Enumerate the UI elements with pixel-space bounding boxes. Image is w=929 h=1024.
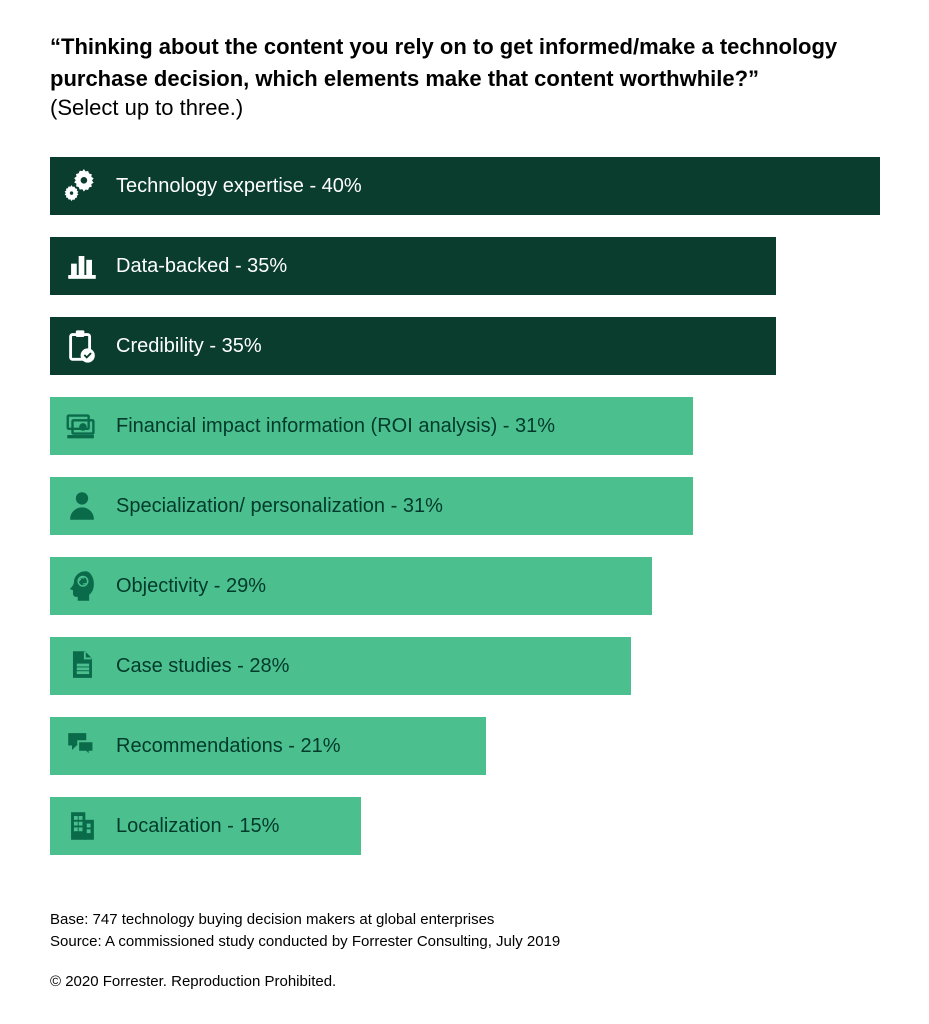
bar-row: Technology expertise - 40% xyxy=(50,157,879,215)
bar-label: Objectivity - 29% xyxy=(116,575,266,598)
bar: Localization - 15% xyxy=(50,797,361,855)
clipboard-icon xyxy=(62,326,102,366)
document-icon xyxy=(62,646,102,686)
gears-icon xyxy=(62,166,102,206)
bar: Specialization/ personalization - 31% xyxy=(50,477,693,535)
brain-head-icon xyxy=(62,566,102,606)
bar-list: Technology expertise - 40% Data-backed -… xyxy=(50,157,879,855)
bar-row: Credibility - 35% xyxy=(50,317,879,375)
bar-row: Recommendations - 21% xyxy=(50,717,879,775)
bar-row: Objectivity - 29% xyxy=(50,557,879,615)
chart-container: “Thinking about the content you rely on … xyxy=(0,0,929,1013)
bar-row: Case studies - 28% xyxy=(50,637,879,695)
bar-label: Data-backed - 35% xyxy=(116,255,287,278)
bar-row: Localization - 15% xyxy=(50,797,879,855)
bar-label: Localization - 15% xyxy=(116,815,279,838)
chart-footer: Base: 747 technology buying decision mak… xyxy=(50,909,879,992)
bar-row: Financial impact information (ROI analys… xyxy=(50,397,879,455)
bar-chart-icon xyxy=(62,246,102,286)
bar-label: Technology expertise - 40% xyxy=(116,175,362,198)
bar-row: Data-backed - 35% xyxy=(50,237,879,295)
footer-copyright: © 2020 Forrester. Reproduction Prohibite… xyxy=(50,971,879,993)
bar-row: Specialization/ personalization - 31% xyxy=(50,477,879,535)
title-line-2: purchase decision, which elements make t… xyxy=(50,64,879,94)
bar: Credibility - 35% xyxy=(50,317,776,375)
bar-label: Financial impact information (ROI analys… xyxy=(116,415,555,438)
money-icon xyxy=(62,406,102,446)
footer-base: Base: 747 technology buying decision mak… xyxy=(50,909,879,931)
bar: Case studies - 28% xyxy=(50,637,631,695)
bar-label: Recommendations - 21% xyxy=(116,735,341,758)
title-line-1: “Thinking about the content you rely on … xyxy=(50,32,879,62)
bar-label: Specialization/ personalization - 31% xyxy=(116,495,443,518)
bar: Recommendations - 21% xyxy=(50,717,486,775)
bar: Data-backed - 35% xyxy=(50,237,776,295)
bar: Technology expertise - 40% xyxy=(50,157,880,215)
bar-label: Case studies - 28% xyxy=(116,655,289,678)
person-icon xyxy=(62,486,102,526)
building-icon xyxy=(62,806,102,846)
bar: Objectivity - 29% xyxy=(50,557,652,615)
chatboxes-icon xyxy=(62,726,102,766)
bar: Financial impact information (ROI analys… xyxy=(50,397,693,455)
footer-source: Source: A commissioned study conducted b… xyxy=(50,931,879,953)
chart-title: “Thinking about the content you rely on … xyxy=(50,32,879,121)
chart-subtitle: (Select up to three.) xyxy=(50,95,879,121)
bar-label: Credibility - 35% xyxy=(116,335,262,358)
